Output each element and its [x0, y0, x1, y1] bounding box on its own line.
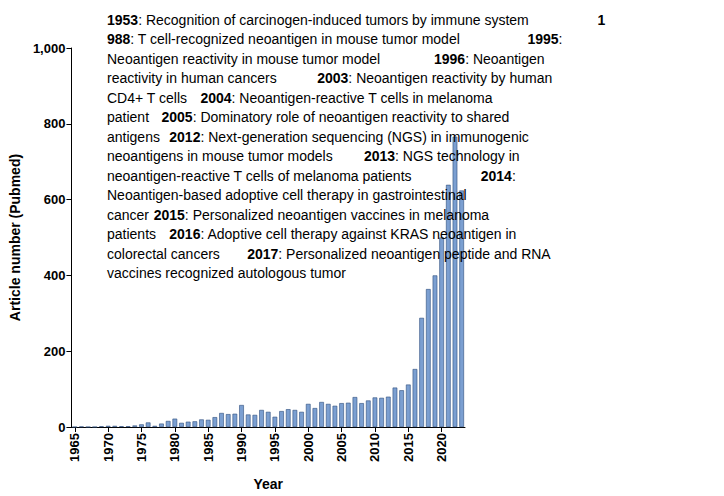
svg-text:colorectal cancers: colorectal cancers	[107, 246, 220, 262]
svg-text:2010: 2010	[367, 433, 382, 462]
svg-text:: Dominatory role of neoantige: : Dominatory role of neoantigen reactivi…	[193, 109, 514, 125]
svg-text:Neoantigen-based adoptive cell: Neoantigen-based adoptive cell therapy i…	[107, 187, 470, 203]
svg-text:1975: 1975	[134, 433, 149, 462]
svg-text:: Personalized neoantigen vacc: : Personalized neoantigen vaccines in me…	[185, 207, 493, 223]
svg-text:2015: 2015	[154, 207, 185, 223]
svg-text:: Neoantigen reactivity by hum: : Neoantigen reactivity by human	[348, 70, 556, 86]
svg-text:2000: 2000	[301, 433, 316, 462]
svg-text:1990: 1990	[234, 433, 249, 462]
svg-text:2013: 2013	[364, 148, 395, 164]
svg-text:: Neoantigen-reactive T cells: : Neoantigen-reactive T cells in melanom…	[232, 90, 497, 106]
svg-text:: Next-generation sequencing (: : Next-generation sequencing (NGS) in im…	[200, 129, 532, 145]
svg-text:2012: 2012	[169, 129, 200, 145]
svg-text:: Personalized neoantigen pept: : Personalized neoantigen peptide and RN…	[278, 246, 554, 262]
svg-text:: Recognition of carcinogen-in: : Recognition of carcinogen-induced tumo…	[138, 12, 529, 28]
svg-text:Neoantigen reactivity in mouse: Neoantigen reactivity in mouse tumor mod…	[107, 51, 380, 67]
svg-text:2014: 2014	[481, 168, 512, 184]
svg-text:1953: 1953	[107, 12, 138, 28]
svg-text:neoantigens in mouse tumor mod: neoantigens in mouse tumor models	[107, 148, 333, 164]
svg-text:neoantigen-reactive T cells of: neoantigen-reactive T cells of melanoma …	[107, 168, 412, 184]
svg-text:: T cell-recognized neoantigen: : T cell-recognized neoantigen in mouse …	[130, 31, 459, 47]
svg-text:400: 400	[44, 268, 66, 283]
svg-text:1995: 1995	[267, 433, 282, 462]
svg-text:1970: 1970	[101, 433, 116, 462]
svg-text:: NGS technology in: : NGS technology in	[395, 148, 523, 164]
svg-text:vaccines recognized autologous: vaccines recognized autologous tumor	[107, 265, 346, 281]
svg-text:Article number (Pubmed): Article number (Pubmed)	[7, 154, 23, 321]
svg-text:988: 988	[107, 31, 131, 47]
svg-text:patient: patient	[107, 109, 149, 125]
svg-text:1985: 1985	[201, 433, 216, 462]
svg-text:0: 0	[58, 420, 65, 435]
svg-text::: :	[512, 168, 520, 184]
svg-text:2003: 2003	[317, 70, 348, 86]
svg-text:2016: 2016	[169, 226, 200, 242]
svg-text:2017: 2017	[247, 246, 278, 262]
svg-text:patients: patients	[107, 226, 156, 242]
svg-text:1: 1	[598, 12, 606, 28]
svg-text:1965: 1965	[67, 433, 82, 462]
svg-text:2005: 2005	[334, 433, 349, 462]
svg-text:reactivity in human cancers: reactivity in human cancers	[107, 70, 277, 86]
svg-text:1,000: 1,000	[33, 41, 66, 56]
svg-text:2004: 2004	[200, 90, 231, 106]
svg-text:2005: 2005	[162, 109, 193, 125]
svg-text:1980: 1980	[167, 433, 182, 462]
svg-text:Year: Year	[253, 476, 283, 492]
svg-text:600: 600	[44, 192, 66, 207]
svg-text:: Adoptive cell therapy agains: : Adoptive cell therapy against KRAS neo…	[200, 226, 520, 242]
svg-text:2015: 2015	[401, 433, 416, 462]
svg-text:: Neoantigen: : Neoantigen	[465, 51, 548, 67]
svg-text:200: 200	[44, 344, 66, 359]
svg-text:1996: 1996	[434, 51, 465, 67]
svg-text:cancer: cancer	[107, 207, 149, 223]
svg-text::: :	[559, 31, 567, 47]
svg-text:1995: 1995	[527, 31, 558, 47]
svg-text:2020: 2020	[434, 433, 449, 462]
svg-text:antigens: antigens	[107, 129, 160, 145]
svg-text:800: 800	[44, 116, 66, 131]
svg-text:CD4+ T cells: CD4+ T cells	[107, 90, 187, 106]
